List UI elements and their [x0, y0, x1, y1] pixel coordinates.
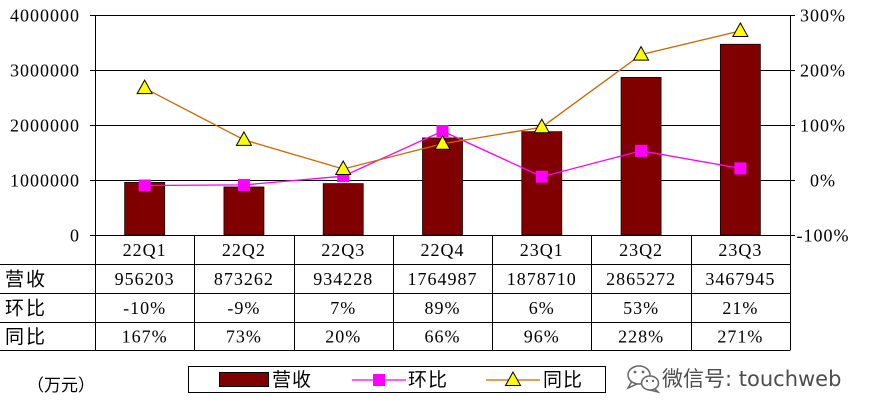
x-tick-label: 22Q4	[421, 240, 465, 260]
y-right-tick-label: -100%	[797, 226, 850, 246]
legend-label-yoy: 同比	[543, 369, 583, 391]
y-left-tick-label: 3000000	[10, 61, 80, 81]
table-cell: 873262	[214, 269, 274, 289]
revenue-bar-23q1	[521, 131, 563, 236]
qoq-marker-22q2	[237, 178, 250, 191]
wechat-icon	[626, 365, 661, 394]
wechat-icon-eye	[633, 370, 637, 374]
table-cell: -9%	[227, 298, 260, 318]
wechat-icon-eye	[641, 370, 645, 374]
y-left-tick-label: 4000000	[10, 6, 80, 26]
qoq-marker-23q1	[535, 170, 548, 183]
table-cell: 934228	[313, 269, 373, 289]
table-cell: 1878710	[507, 269, 577, 289]
x-tick-label: 22Q3	[321, 240, 365, 260]
legend: 营收 环比 同比	[188, 366, 606, 393]
x-tick-label: 22Q1	[123, 240, 167, 260]
y-axis-right: 300% 200% 100% 0% -100%	[790, 6, 850, 246]
table-cell: 96%	[524, 327, 560, 347]
data-table: 22Q1 22Q2 22Q3 22Q4 23Q1 23Q2 23Q3 营收 956203 8732…	[5, 240, 775, 348]
qoq-marker-22q1	[138, 179, 151, 192]
table-cell: 271%	[717, 327, 763, 347]
legend-label-qoq: 环比	[408, 369, 448, 391]
x-tick-label: 23Q2	[619, 240, 663, 260]
table-cell: -10%	[123, 298, 166, 318]
revenue-bar-22q4	[422, 137, 463, 236]
watermark: 微信号: touchweb	[626, 365, 841, 394]
y-left-tick-label: 1000000	[10, 171, 80, 191]
table-row-label: 环比	[5, 298, 47, 320]
table-cell: 1764987	[408, 269, 478, 289]
y-right-tick-label: 300%	[800, 6, 846, 26]
table-row-label: 同比	[5, 326, 47, 348]
revenue-bar-23q3	[719, 43, 761, 236]
qoq-marker-23q3	[734, 162, 747, 175]
yoy-marker-22q1	[136, 79, 153, 95]
table-row-label: 营收	[5, 269, 47, 291]
yoy-marker-23q2	[632, 45, 650, 61]
x-tick-label: 23Q1	[520, 240, 564, 260]
table-cell: 3467945	[705, 269, 775, 289]
y-left-tick-label: 0	[70, 226, 80, 246]
yoy-marker-22q4	[434, 134, 451, 150]
series-markers	[136, 21, 749, 192]
yoy-marker-23q1	[533, 118, 551, 134]
table-cell: 228%	[618, 327, 664, 347]
table-cell: 2865272	[606, 269, 676, 289]
legend-marker-qoq	[373, 374, 385, 386]
legend-marker-yoy	[504, 370, 522, 386]
y-left-tick-label: 2000000	[10, 116, 80, 136]
yoy-marker-22q3	[334, 159, 352, 175]
wechat-icon-eye	[645, 379, 649, 383]
y-right-tick-label: 100%	[800, 116, 846, 136]
qoq-marker-23q2	[635, 144, 648, 157]
table-cell: 956203	[115, 269, 175, 289]
legend-label-revenue: 营收	[272, 369, 312, 391]
table-cell: 89%	[425, 298, 461, 318]
legend-swatch-revenue	[219, 372, 269, 387]
y-right-tick-label: 200%	[800, 61, 846, 81]
x-tick-label: 22Q2	[222, 240, 266, 260]
unit-label: （万元）	[27, 376, 95, 395]
table-cell: 6%	[529, 298, 555, 318]
table-cell: 73%	[226, 327, 262, 347]
y-right-tick-label: 0%	[810, 171, 836, 191]
y-axis-left: 4000000 3000000 2000000 1000000 0	[10, 6, 95, 246]
yoy-marker-23q3	[732, 21, 749, 37]
qoq-marker-22q4	[436, 125, 449, 138]
table-cell: 53%	[623, 298, 659, 318]
table-cell: 20%	[325, 327, 361, 347]
wechat-icon-bubble-small	[640, 375, 660, 391]
plot-frame	[0, 15, 791, 351]
x-tick-label: 23Q3	[718, 240, 762, 260]
revenue-bar-22q3	[322, 183, 364, 236]
wechat-icon-eye	[651, 379, 655, 383]
table-cell: 21%	[722, 298, 758, 318]
watermark-text: 微信号: touchweb	[662, 367, 841, 391]
table-cell: 7%	[330, 298, 356, 318]
revenue-bar-22q2	[223, 186, 265, 236]
yoy-marker-22q2	[235, 130, 253, 146]
table-cell: 66%	[425, 327, 461, 347]
table-cell: 167%	[122, 327, 168, 347]
